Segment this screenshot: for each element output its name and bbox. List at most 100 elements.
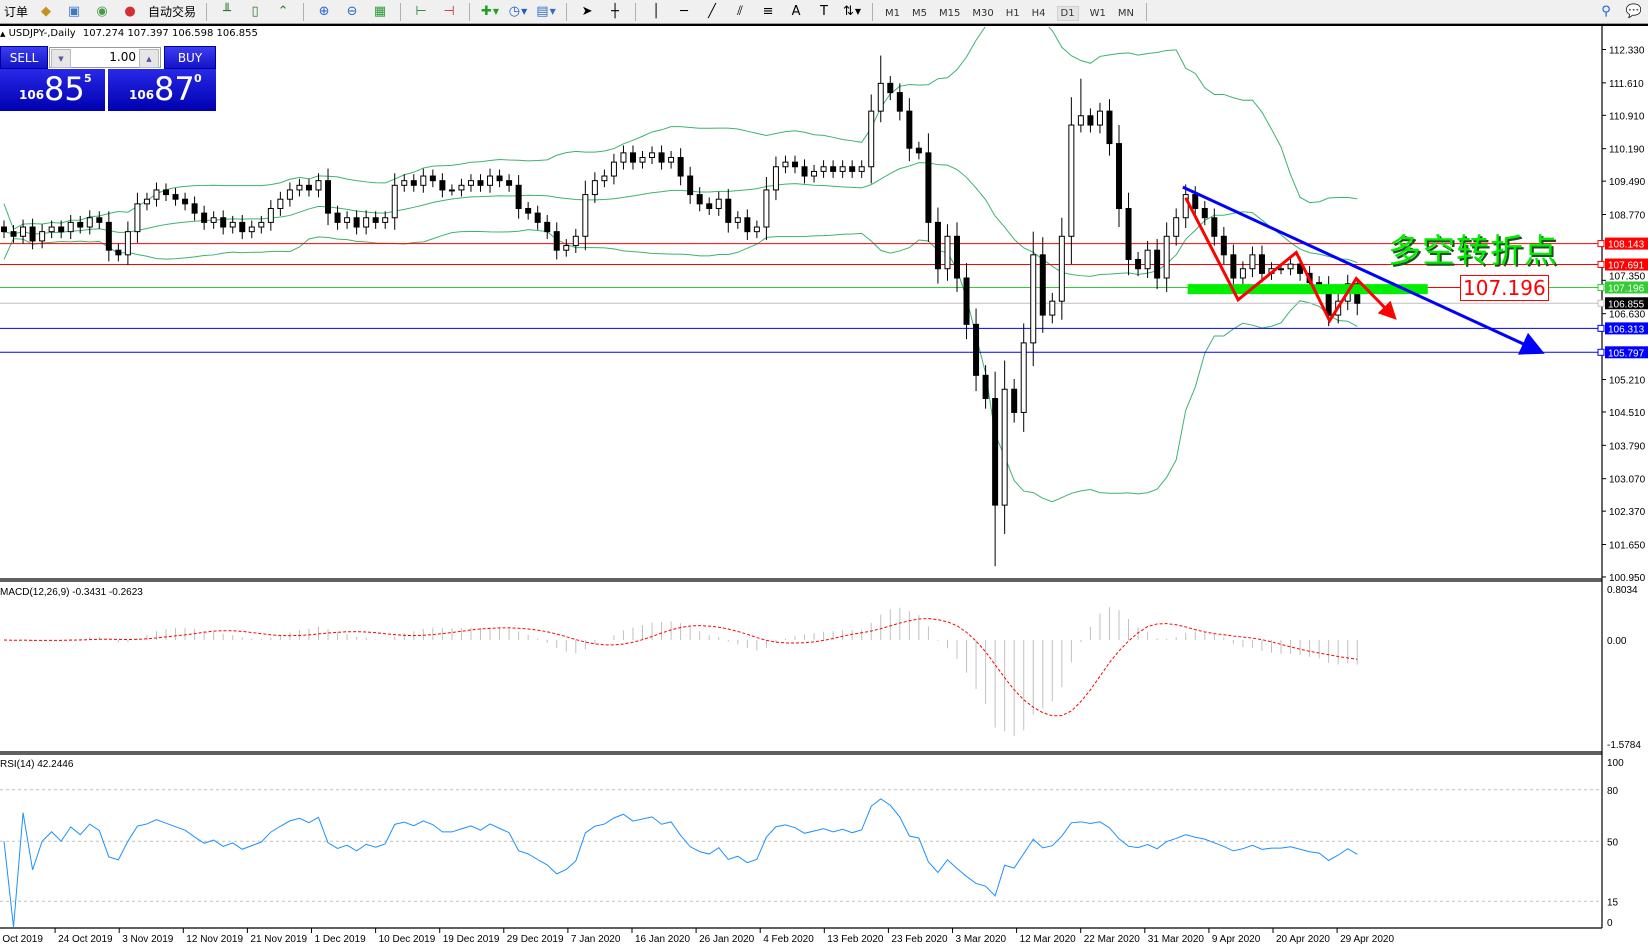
candle-bear [1192,194,1199,209]
bollinger-middle [3,162,1358,277]
lots-increase-button[interactable]: ▲ [139,49,159,68]
timeframe-mn[interactable]: MN [1117,7,1134,19]
y-tick-label: 105.210 [1609,376,1646,387]
candle-bull [258,221,265,228]
candle-bear [372,217,379,223]
candle-bull [1077,115,1084,126]
x-tick-label: 16 Jan 2020 [635,934,690,945]
candle-bull [248,226,255,233]
candle-bear [849,166,856,172]
periods-icon[interactable]: ◷ ▼ [508,4,528,19]
price-level-label-bg [1605,281,1648,294]
horizontal-line-icon[interactable]: ─ [680,4,688,19]
candle-bull [877,82,884,112]
candlestick-icon[interactable]: ▯ [251,4,259,19]
candle-bear [1211,217,1218,237]
macd-axis-label: 0.00 [1607,636,1627,647]
candle-bull [839,166,846,172]
new-order-button[interactable]: 订单 [4,5,29,19]
candle-bear [1135,258,1142,270]
templates-icon[interactable]: ▤ ▼ [536,4,556,19]
crosshair-icon[interactable]: ┼ [611,4,619,19]
collapse-triangle-icon[interactable]: ▲ [0,30,6,38]
timeframe-w1[interactable]: W1 [1089,7,1106,19]
timeframe-m1[interactable]: M1 [885,7,901,19]
equidistant-channel-icon[interactable]: ⫽ [737,4,743,19]
timeframe-m5[interactable]: M5 [912,7,928,19]
auto-trading-button[interactable]: 自动交易 [148,5,197,19]
line-chart-icon[interactable]: ⌃ [277,4,289,19]
buy-button[interactable]: BUY [164,46,216,69]
annotation-level-label[interactable]: 107.196 [1460,275,1549,301]
candle-bear [1011,388,1018,413]
candle-bear [534,212,541,223]
x-tick-label: 23 Feb 2020 [891,934,948,945]
tile-windows-icon[interactable]: ▦ [373,4,387,19]
price-level-label: 107.196 [1608,283,1645,294]
timeframe-h4[interactable]: H4 [1031,7,1046,19]
arrows-icon[interactable]: ⇅ ▼ [843,4,862,19]
signal-icon[interactable]: ◉ [96,4,108,19]
candle-bull [363,217,370,228]
x-tick-label: 12 Mar 2020 [1020,934,1077,945]
x-tick-label: 7 Jan 2020 [571,934,621,945]
chart-shift-icon[interactable]: ⊣ [443,4,455,19]
zoom-in-icon[interactable]: ⊕ [318,4,330,19]
candle-bull [344,217,351,223]
bar-chart-icon[interactable]: ╨ [223,4,231,19]
auto-scroll-icon[interactable]: ⊢ [415,4,427,19]
timeframe-h1[interactable]: H1 [1005,7,1020,19]
lots-decrease-button[interactable]: ▼ [51,49,71,68]
price-level-marker [1597,283,1605,291]
x-tick-label: 12 Nov 2019 [186,934,243,945]
sell-price-button[interactable]: 106 85 5 [0,69,105,111]
candle-bull [1278,268,1285,271]
annotation-text[interactable]: 多空转折点 [1388,231,1558,270]
timeframe-d1[interactable]: D1 [1056,5,1079,21]
text-label-icon[interactable]: T [820,4,828,19]
buy-price-button[interactable]: 106 87 0 [108,69,216,111]
lots-input[interactable]: ▼ 1.00 ▲ [49,47,161,68]
trendline-icon[interactable]: ╱ [708,4,716,19]
search-icon[interactable]: ⚲ [1601,4,1611,19]
timeframe-m15[interactable]: M15 [939,7,961,19]
one-click-trading-panel: SELL ▼ 1.00 ▲ BUY 106 85 5 106 87 0 [0,46,216,111]
sell-button[interactable]: SELL [0,46,48,69]
y-tick-label: 107.350 [1609,271,1646,282]
candle-bear [887,82,894,94]
candle-bull [591,180,598,196]
candle-bull [582,194,589,237]
candle-bull [734,217,741,223]
zoom-out-icon[interactable]: ⊖ [346,4,358,19]
market-watch-icon[interactable]: ▣ [67,4,81,19]
candle-bull [563,245,570,251]
candle-bear [906,110,913,149]
cursor-icon[interactable]: ➤ [581,4,593,19]
candle-bear [629,152,636,163]
candle-bear [544,221,551,233]
candle-bull [649,152,656,158]
candle-bear [992,398,999,506]
indicators-icon[interactable]: ✚ ▼ [481,4,500,19]
candle-bear [744,217,751,233]
candle-bull [286,189,293,200]
x-tick-label: 26 Jan 2020 [699,934,754,945]
vertical-line-icon[interactable]: │ [652,4,660,19]
candle-bear [915,147,922,154]
timeframe-group: M1 M5 M15 M30 H1 H4 D1 W1 MN [879,5,1140,21]
candle-bull [391,184,398,219]
text-icon[interactable]: A [791,4,801,19]
fibonacci-icon[interactable]: ≡ [762,4,774,19]
candle-bull [86,217,93,228]
candle-bull [620,152,627,163]
auto-trading-icon[interactable]: ● [124,4,136,19]
y-tick-label: 110.190 [1609,145,1645,156]
rsi-panel [0,789,1602,928]
timeframe-m30[interactable]: M30 [972,7,994,19]
macd-axis-label: 0.8034 [1607,585,1638,596]
candle-bull [277,198,284,209]
candle-bear [115,249,122,256]
chat-icon[interactable]: 💬 [1625,4,1643,19]
history-icon[interactable]: ◆ [41,4,52,19]
